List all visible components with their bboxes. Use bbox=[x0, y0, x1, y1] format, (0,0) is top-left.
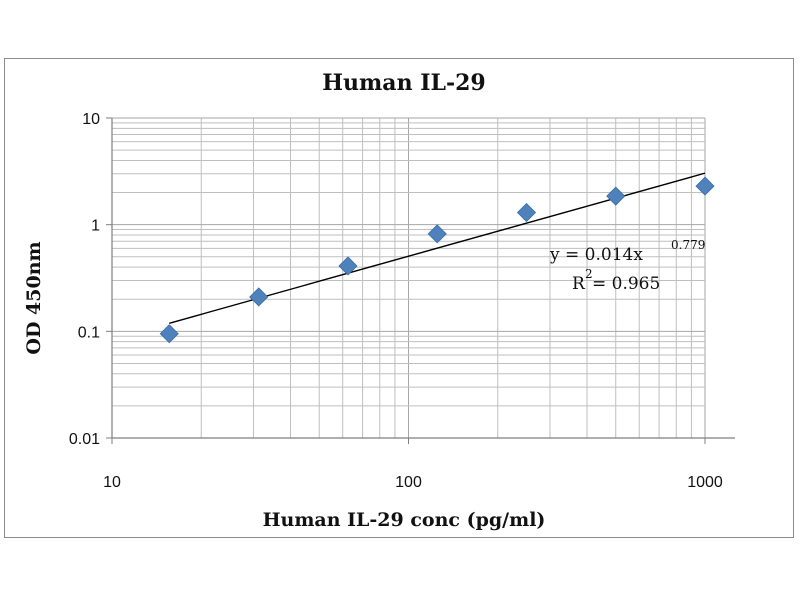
r2-label: R bbox=[572, 274, 586, 294]
y-tick-label: 0.1 bbox=[78, 324, 100, 341]
y-tick-label: 0.01 bbox=[69, 431, 100, 448]
data-point bbox=[249, 287, 269, 307]
chart-title: Human IL-29 bbox=[322, 70, 485, 96]
data-point bbox=[427, 224, 447, 244]
y-axis-title: OD 450nm bbox=[23, 241, 45, 354]
chart-frame bbox=[4, 58, 794, 538]
x-tick-label: 100 bbox=[395, 474, 422, 491]
x-tick-label: 1000 bbox=[687, 474, 723, 491]
data-point bbox=[516, 202, 537, 223]
data-point bbox=[606, 186, 626, 206]
axes bbox=[106, 117, 735, 444]
x-tick-label: 10 bbox=[103, 474, 121, 491]
x-axis-title: Human IL-29 conc (pg/ml) bbox=[263, 509, 546, 531]
tick-labels: 10 1 0.1 0.01 10 100 1000 bbox=[69, 111, 723, 491]
trendline-equation: y = 0.014x 0.779 bbox=[549, 238, 705, 265]
r2-value: = 0.965 bbox=[592, 274, 660, 294]
y-tick-label: 10 bbox=[82, 111, 100, 128]
data-point bbox=[159, 324, 179, 344]
data-point bbox=[338, 256, 358, 276]
r-squared: R 2 = 0.965 bbox=[572, 267, 660, 294]
data-points bbox=[159, 176, 715, 344]
equation-exponent: 0.779 bbox=[671, 238, 705, 252]
equation-text: y = 0.014x bbox=[549, 245, 643, 265]
data-point bbox=[695, 176, 715, 196]
y-tick-label: 1 bbox=[91, 218, 100, 235]
r2-superscript: 2 bbox=[585, 267, 593, 281]
